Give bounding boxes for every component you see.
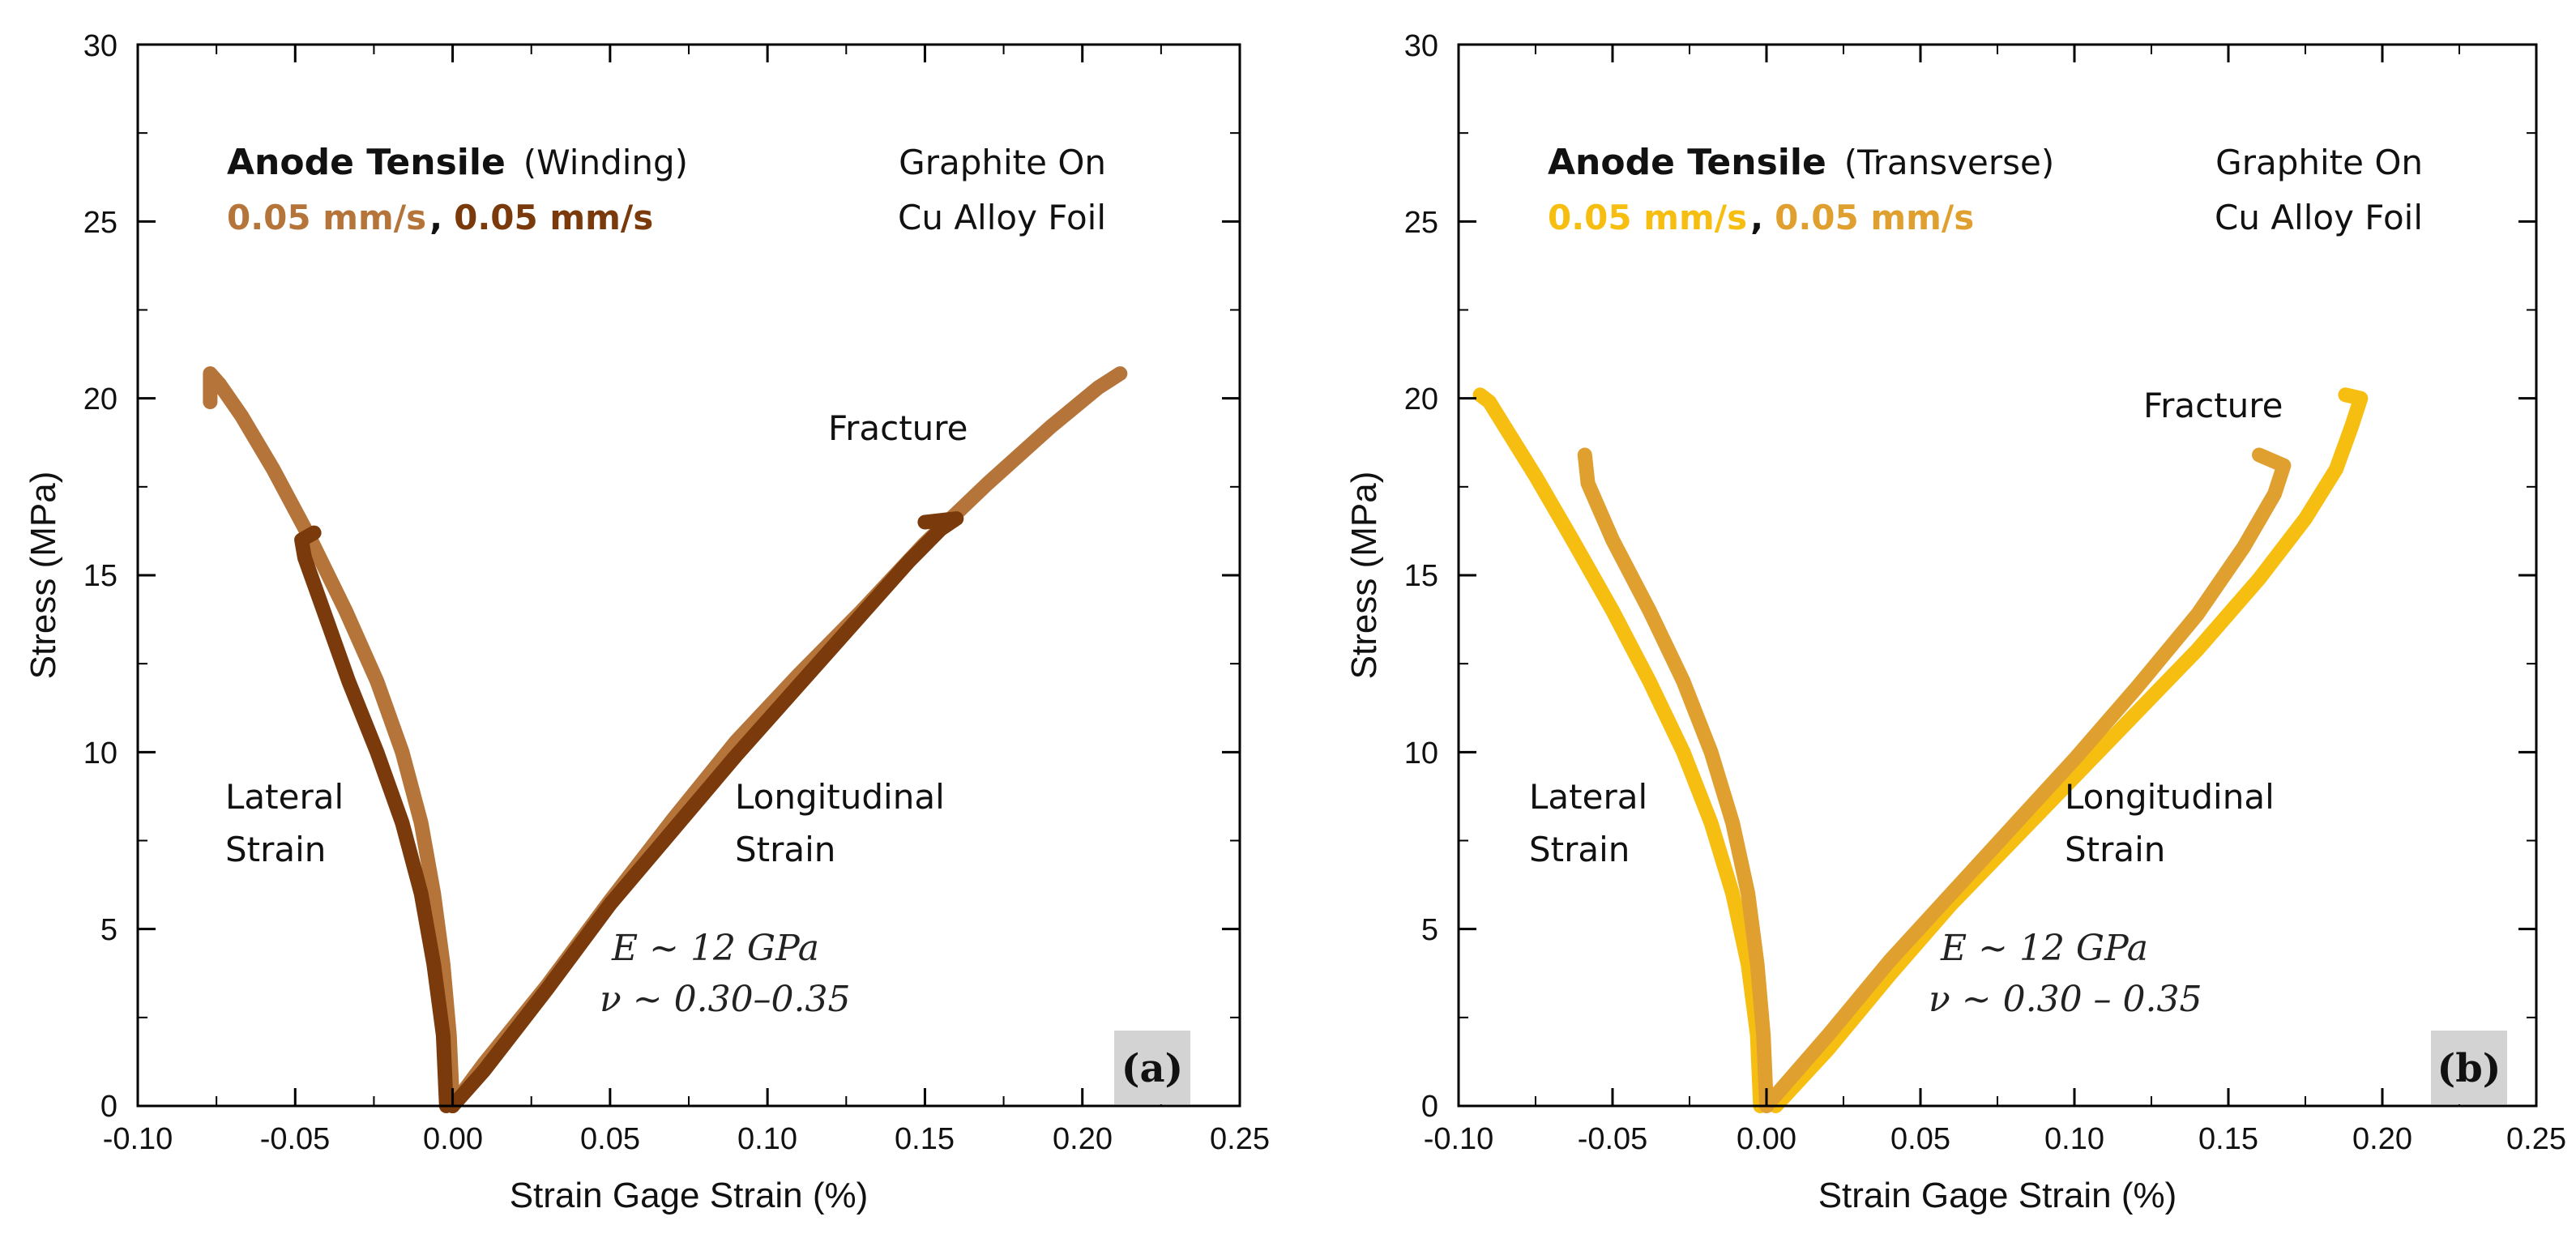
rate-label-1: 0.05 mm/s [227,198,426,237]
material-label-line2: Cu Alloy Foil [2215,198,2423,237]
x-tick-label: -0.10 [1424,1122,1494,1156]
rate-label-2: 0.05 mm/s [454,198,653,237]
x-tick-label: -0.05 [1578,1122,1648,1156]
panel-tag-box-a [1114,1031,1190,1104]
x-tick-label: 0.25 [1210,1122,1270,1156]
x-tick-label: 0.20 [2352,1122,2412,1156]
material-label-line1: Graphite On [899,143,1106,182]
y-axis-title: Stress (MPa) [1344,472,1384,680]
lateral-strain-label-line1: Lateral [1529,777,1647,817]
chart-panel-a: -0.10 -0.05 0.00 0.05 0.10 0.15 0.20 0.2… [23,29,1270,1215]
panel-tag-b: (b) [2437,1046,2501,1091]
panel-tag-a: (a) [1121,1046,1184,1091]
series-test-1-lateral [1472,387,1768,1113]
modulus-label: E ~ 12 GPa [611,928,819,969]
series-test-2-lateral [294,525,454,1113]
chart-panel-b: -0.10 -0.05 0.00 0.05 0.10 0.15 0.20 0.2… [1344,29,2566,1215]
series-test-2-longitudinal [1759,447,2292,1113]
y-tick-label: 0 [1421,1090,1438,1124]
y-tick-label: 20 [1404,382,1438,416]
y-tick-label: 0 [100,1090,117,1124]
longitudinal-strain-label-line1: Longitudinal [2065,777,2275,817]
y-tick-label: 10 [1404,736,1438,771]
rate-label-1: 0.05 mm/s [1548,198,1747,237]
y-tick-label: 25 [83,206,117,240]
x-tick-label: 0.05 [1890,1122,1950,1156]
y-axis-title: Stress (MPa) [23,472,63,680]
rate-label-sep: , [1750,198,1763,237]
x-tick-label: 0.00 [1737,1122,1796,1156]
x-tick-label: -0.05 [260,1122,331,1156]
longitudinal-strain-label-line2: Strain [2065,830,2165,869]
y-tick-label: 5 [100,913,117,947]
x-tick-label: 0.00 [423,1122,483,1156]
panel-tag-box-b [2431,1031,2507,1104]
x-tick-label: 0.25 [2506,1122,2566,1156]
chart-title-main: Anode Tensile [227,142,506,183]
rate-label: 0.05 mm/s , 0.05 mm/s [227,198,653,237]
rate-label-2: 0.05 mm/s [1775,198,1974,237]
material-label-line2: Cu Alloy Foil [898,198,1106,237]
x-tick-label: -0.10 [103,1122,173,1156]
chart-title-suffix: (Transverse) [1844,143,2054,182]
chart-title-main: Anode Tensile [1548,142,1826,183]
y-tick-label: 25 [1404,206,1438,240]
series-layer-b [1472,387,2369,1113]
y-tick-label: 30 [83,29,117,63]
longitudinal-strain-label-line1: Longitudinal [735,777,945,817]
lateral-strain-label-line2: Strain [225,830,326,869]
y-tick-label: 20 [83,382,117,416]
series-test-2-lateral [1577,447,1774,1113]
y-tick-label: 30 [1404,29,1438,63]
x-tick-label: 0.05 [580,1122,640,1156]
material-label-line1: Graphite On [2215,143,2423,182]
y-tick-label: 15 [83,559,117,593]
x-tick-label: 0.10 [2044,1122,2104,1156]
lateral-strain-label-line2: Strain [1529,830,1630,869]
fracture-label: Fracture [828,408,968,448]
x-tick-label: 0.10 [737,1122,797,1156]
chart-title-suffix: (Winding) [523,143,688,182]
x-axis-title: Strain Gage Strain (%) [510,1176,869,1215]
modulus-label: E ~ 12 GPa [1940,928,2148,969]
fracture-label: Fracture [2143,386,2283,425]
x-axis-title: Strain Gage Strain (%) [1818,1176,2177,1215]
chart-title: Anode Tensile (Transverse) [1548,142,2054,183]
y-tick-label: 15 [1404,559,1438,593]
series-test-1-lateral [203,366,460,1113]
series-test-1-longitudinal [1768,387,2369,1113]
y-tick-label: 10 [83,736,117,771]
y-tick-label: 5 [1421,913,1438,947]
series-test-2-longitudinal [445,511,964,1113]
longitudinal-strain-label-line2: Strain [735,830,835,869]
x-tick-label: 0.20 [1053,1122,1113,1156]
poisson-label: ν ~ 0.30 – 0.35 [1929,979,2202,1020]
poisson-label: ν ~ 0.30–0.35 [600,979,851,1020]
series-layer-a [203,366,1128,1113]
tick-marks-a [136,43,1241,1108]
x-tick-label: 0.15 [2198,1122,2258,1156]
chart-title: Anode Tensile (Winding) [227,142,688,183]
lateral-strain-label-line1: Lateral [225,777,344,817]
rate-label-sep: , [429,198,442,237]
rate-label: 0.05 mm/s , 0.05 mm/s [1548,198,1974,237]
x-tick-label: 0.15 [895,1122,955,1156]
